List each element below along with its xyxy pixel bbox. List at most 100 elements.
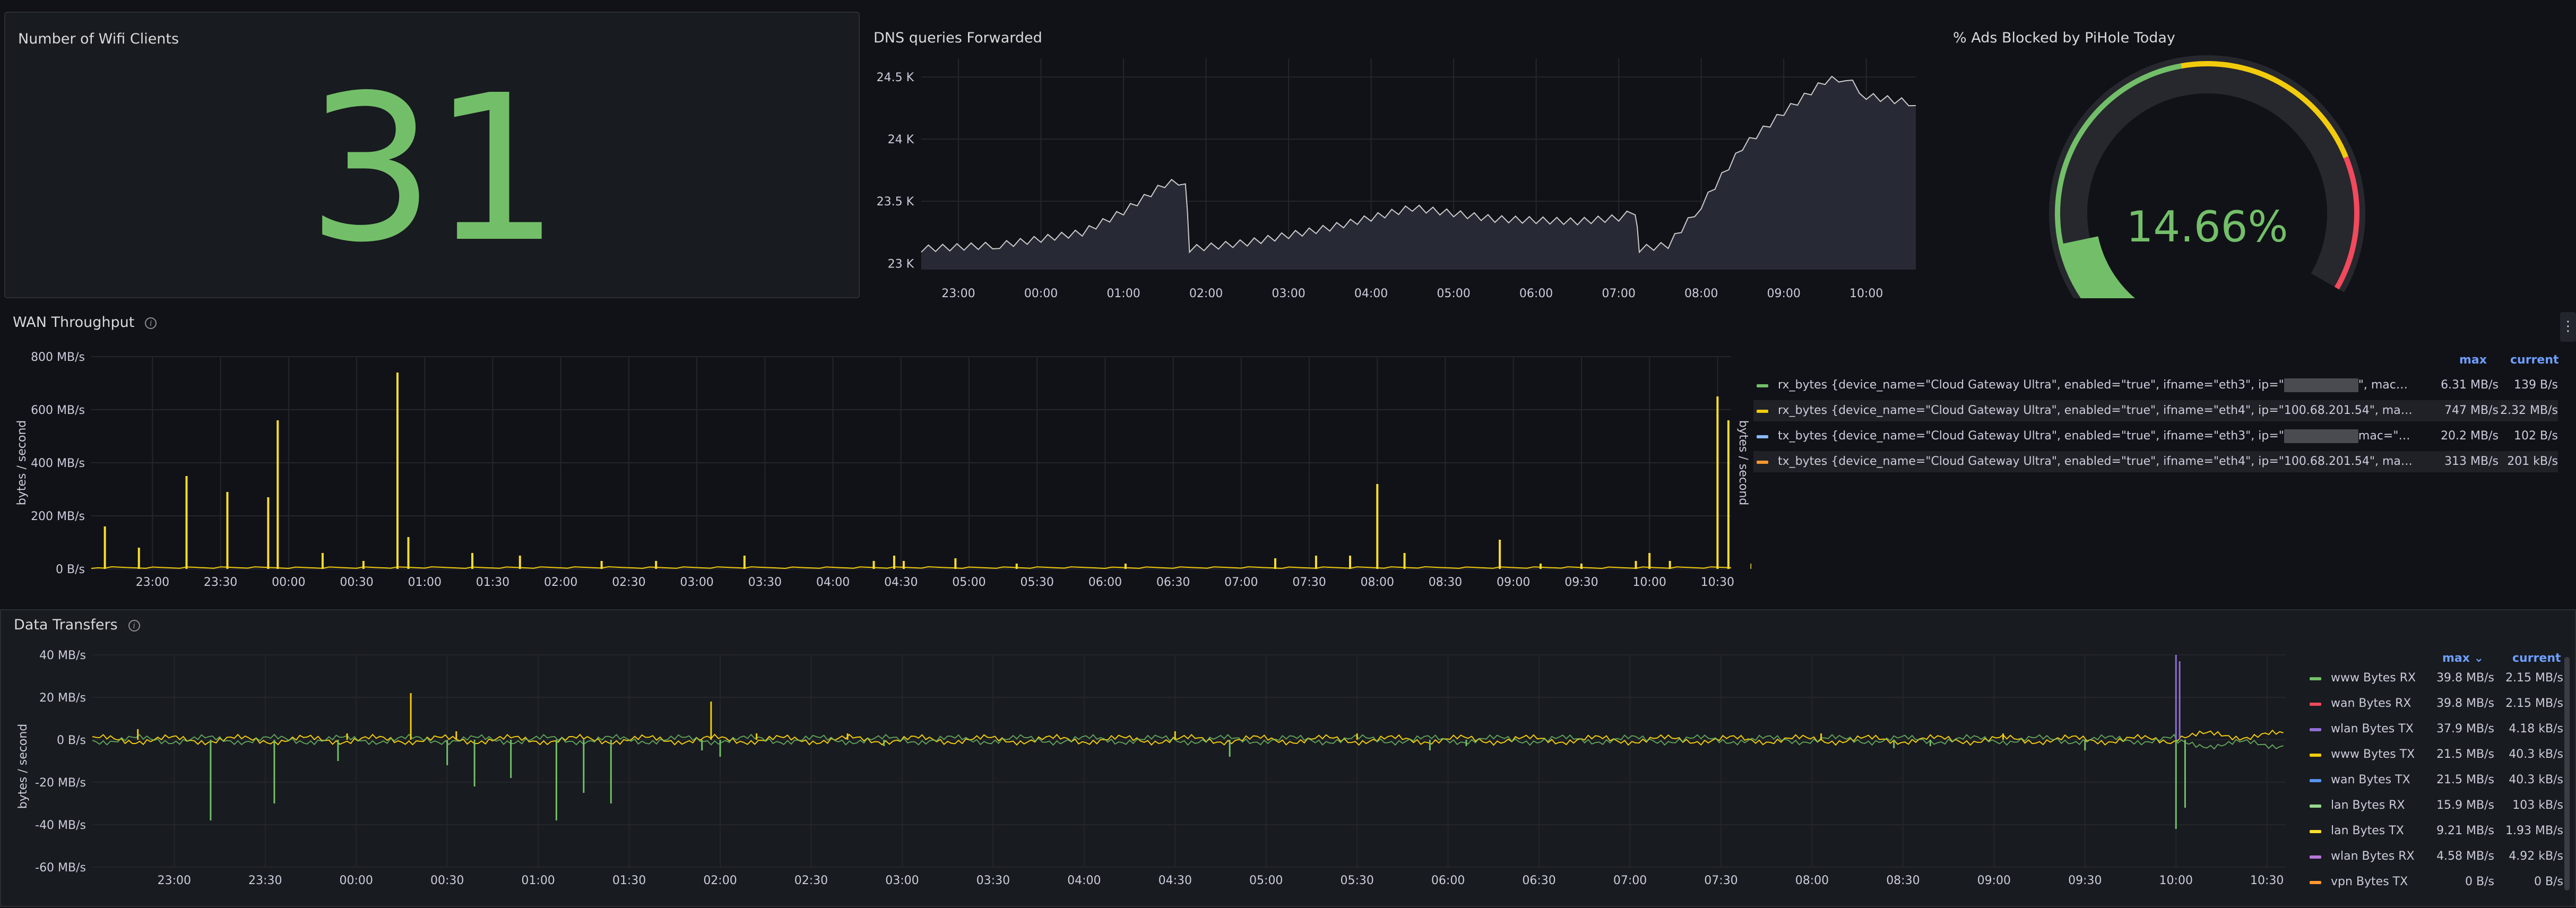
- y-tick-label: 600 MB/s: [31, 404, 85, 417]
- legend-label-text: rx_bytes {device_name="Cloud Gateway Ult…: [1778, 378, 2284, 392]
- transfers-title-text: Data Transfers: [14, 617, 118, 633]
- legend-item[interactable]: rx_bytes {device_name="Cloud Gateway Ult…: [1753, 400, 2558, 421]
- legend-swatch: [2310, 881, 2321, 884]
- legend-item[interactable]: wlan Bytes TX 37.9 MB/s 4.18 kB/s: [2306, 719, 2563, 740]
- dns-series-line: [921, 75, 1916, 254]
- x-tick-label: 05:00: [1249, 874, 1283, 887]
- legend-swatch: [2310, 830, 2321, 833]
- gauge-value-arc: [2059, 236, 2136, 298]
- info-icon[interactable]: i: [128, 619, 140, 632]
- y-tick-label: 23 K: [888, 257, 914, 271]
- legend-label-text: lan Bytes TX: [2331, 824, 2404, 837]
- legend-max-value: 15.9 MB/s: [2436, 799, 2494, 812]
- legend-label: wlan Bytes RX: [2331, 846, 2437, 867]
- x-tick-label: 03:00: [1272, 287, 1305, 298]
- legend-max-header[interactable]: max: [2459, 353, 2487, 367]
- x-tick-label: 05:00: [1437, 287, 1470, 298]
- legend-label-text: vpn Bytes TX: [2331, 875, 2408, 888]
- legend-item[interactable]: vpn Bytes TX 0 B/s 0 B/s: [2306, 871, 2563, 893]
- legend-item[interactable]: rx_bytes {device_name="Cloud Gateway Ult…: [1753, 375, 2558, 396]
- legend-current-header[interactable]: current: [2512, 652, 2561, 665]
- x-tick-label: 07:00: [1224, 576, 1258, 589]
- x-tick-label: 05:00: [952, 576, 986, 589]
- x-tick-label: 01:00: [408, 576, 442, 589]
- dns-panel: DNS queries Forwarded 23 K 23.5 K 24 K 24.5…: [865, 12, 1921, 298]
- x-tick-label: 09:00: [1767, 287, 1800, 298]
- legend-item[interactable]: www Bytes TX 21.5 MB/s 40.3 kB/s: [2306, 744, 2563, 765]
- x-tick-label: 09:00: [1977, 874, 2011, 887]
- legend-label-text: www Bytes TX: [2331, 748, 2415, 761]
- legend-item[interactable]: tx_bytes {device_name="Cloud Gateway Ult…: [1753, 451, 2558, 472]
- x-tick-label: 23:00: [136, 576, 169, 589]
- wan-legend: max current rx_bytes {device_name="Cloud…: [1753, 353, 2559, 472]
- legend-item[interactable]: tx_bytes {device_name="Cloud Gateway Ult…: [1753, 426, 2558, 447]
- legend-item[interactable]: wan Bytes TX 21.5 MB/s 40.3 kB/s: [2306, 769, 2563, 791]
- legend-swatch: [2310, 754, 2321, 757]
- x-tick-label: 05:30: [1340, 874, 1373, 887]
- legend-scrollbar[interactable]: [2564, 657, 2570, 890]
- x-tick-label: 23:30: [204, 576, 237, 589]
- transfers-title: Data Transfers i: [14, 617, 140, 633]
- legend-max-value: 21.5 MB/s: [2436, 748, 2494, 761]
- ads-title: % Ads Blocked by PiHole Today: [1953, 30, 2175, 46]
- x-tick-label: 23:00: [158, 874, 191, 887]
- legend-current-header[interactable]: current: [2510, 353, 2559, 367]
- x-tick-label: 09:30: [2068, 874, 2102, 887]
- legend-label-text: wlan Bytes RX: [2331, 850, 2415, 863]
- ads-panel: % Ads Blocked by PiHole Today 14.66%: [1942, 12, 2553, 298]
- legend-current-value: 2.15 MB/s: [2505, 697, 2563, 710]
- legend-item[interactable]: lan Bytes TX 9.21 MB/s 1.93 MB/s: [2306, 820, 2563, 842]
- legend-item[interactable]: wlan Bytes RX 4.58 MB/s 4.92 kB/s: [2306, 846, 2563, 867]
- legend-current-value: 4.18 kB/s: [2509, 722, 2563, 736]
- x-tick-label: 08:00: [1361, 576, 1394, 589]
- x-tick-label: 10:00: [1632, 576, 1666, 589]
- legend-label-text: lan Bytes RX: [2331, 799, 2405, 812]
- legend-current-value: 102 B/s: [2514, 429, 2558, 443]
- x-tick-label: 06:30: [1156, 576, 1190, 589]
- dns-title: DNS queries Forwarded: [874, 30, 1042, 46]
- y-tick-label: 24.5 K: [877, 71, 914, 84]
- legend-item[interactable]: www Bytes RX 39.8 MB/s 2.15 MB/s: [2306, 668, 2563, 689]
- legend-current-value: 139 B/s: [2514, 378, 2558, 392]
- wifi-clients-panel: Number of Wifi Clients 31: [4, 12, 860, 298]
- legend-max-value: 6.31 MB/s: [2441, 378, 2499, 392]
- wan-baseline-line: [91, 566, 1732, 569]
- wan-title: WAN Throughput i: [13, 314, 157, 331]
- x-tick-label: 02:00: [1189, 287, 1223, 298]
- legend-max-value: 0 B/s: [2465, 875, 2494, 888]
- panel-menu-icon[interactable]: ⋮: [2560, 312, 2576, 342]
- legend-swatch: [1757, 410, 1768, 413]
- legend-current-value: 103 kB/s: [2512, 799, 2563, 812]
- x-tick-label: 03:00: [680, 576, 713, 589]
- legend-current-value: 2.32 MB/s: [2500, 404, 2558, 417]
- legend-label: wlan Bytes TX: [2331, 719, 2437, 740]
- x-tick-label: 08:30: [1429, 576, 1462, 589]
- info-icon[interactable]: i: [145, 317, 157, 329]
- legend-item[interactable]: wan Bytes RX 39.8 MB/s 2.15 MB/s: [2306, 693, 2563, 714]
- wan-panel: WAN Throughput i 0 B/s 200 MB/s 400 MB/s 600…: [0, 302, 2576, 606]
- x-tick-label: 06:00: [1431, 874, 1465, 887]
- gauge-threshold-band: [2334, 156, 2359, 290]
- x-tick-label: 04:00: [1067, 874, 1101, 887]
- legend-label-text: wan Bytes RX: [2331, 697, 2411, 710]
- legend-max-header[interactable]: max ⌄: [2442, 652, 2484, 665]
- x-tick-label: 07:30: [1292, 576, 1326, 589]
- dns-area: [921, 76, 1916, 270]
- x-tick-label: 05:30: [1020, 576, 1053, 589]
- legend-swatch: [2310, 855, 2321, 859]
- legend-current-value: 201 kB/s: [2507, 455, 2558, 468]
- x-tick-label: 03:00: [885, 874, 919, 887]
- gauge-threshold-band: [2181, 61, 2349, 159]
- legend-label: wan Bytes RX: [2331, 693, 2437, 714]
- x-tick-label: 01:00: [521, 874, 555, 887]
- x-tick-label: 04:00: [1354, 287, 1388, 298]
- legend-item[interactable]: lan Bytes RX 15.9 MB/s 103 kB/s: [2306, 795, 2563, 816]
- legend-max-value: 747 MB/s: [2444, 404, 2499, 417]
- legend-current-value: 2.15 MB/s: [2505, 671, 2563, 685]
- x-tick-label: 06:30: [1522, 874, 1555, 887]
- wan-chart: 0 B/s 200 MB/s 400 MB/s 600 MB/s 800 MB/s 23:…: [15, 351, 1751, 589]
- legend-label: wan Bytes TX: [2331, 769, 2437, 791]
- legend-swatch: [2310, 703, 2321, 706]
- y-tick-label: 23.5 K: [877, 195, 914, 209]
- y-tick-label: 200 MB/s: [31, 510, 85, 523]
